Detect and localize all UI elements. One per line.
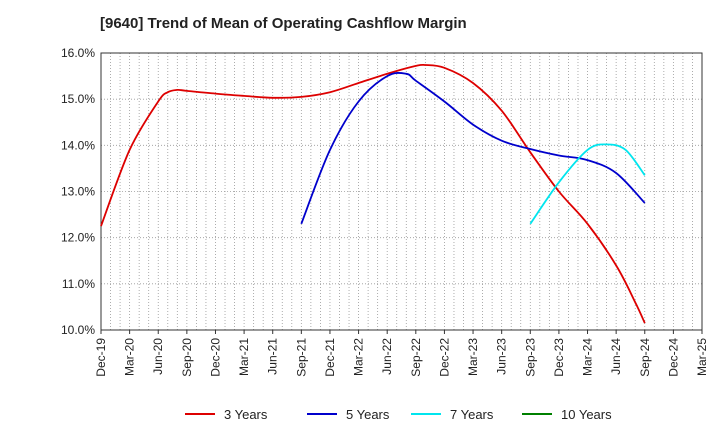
x-tick-label: Jun-22 <box>380 338 394 375</box>
x-tick-label: Jun-23 <box>495 338 509 375</box>
legend-label: 7 Years <box>450 407 494 422</box>
y-tick-label: 11.0% <box>62 277 95 291</box>
x-tick-label: Mar-25 <box>695 338 709 376</box>
x-tick-label: Mar-20 <box>123 338 137 376</box>
x-tick-label: Mar-23 <box>466 338 480 376</box>
legend-label: 3 Years <box>224 407 268 422</box>
y-axis: 10.0% 11.0% 12.0% 13.0% 14.0% 15.0% 16.0% <box>61 46 95 337</box>
x-tick-label: Mar-24 <box>581 338 595 376</box>
grid-lines <box>100 52 703 331</box>
legend: 3 Years 5 Years 7 Years 10 Years <box>185 407 612 422</box>
x-tick-label: Sep-23 <box>523 338 537 377</box>
x-tick-label: Dec-23 <box>552 338 566 377</box>
x-tick-label: Jun-21 <box>266 338 280 375</box>
x-tick-label: Sep-20 <box>180 338 194 377</box>
series-line-5-years <box>300 72 646 225</box>
x-tick-label: Mar-22 <box>352 338 366 376</box>
x-tick-label: Sep-24 <box>638 338 652 377</box>
x-tick-label: Dec-24 <box>666 338 680 377</box>
series-line-7-years <box>529 143 646 225</box>
y-tick-label: 12.0% <box>61 231 95 245</box>
x-tick-label: Dec-21 <box>323 338 337 377</box>
x-tick-label: Dec-19 <box>94 338 108 377</box>
legend-label: 10 Years <box>561 407 612 422</box>
x-tick-label: Sep-21 <box>294 338 308 377</box>
series-lines <box>100 63 646 324</box>
y-tick-label: 14.0% <box>61 138 95 152</box>
x-tick-label: Dec-22 <box>437 338 451 377</box>
series-line-3-years <box>100 63 646 324</box>
x-tick-label: Jun-24 <box>609 338 623 375</box>
legend-label: 5 Years <box>346 407 390 422</box>
y-tick-label: 10.0% <box>61 323 95 337</box>
y-tick-label: 16.0% <box>61 46 95 60</box>
x-tick-label: Jun-20 <box>151 338 165 375</box>
plot-border <box>100 52 703 331</box>
x-tick-label: Mar-21 <box>237 338 251 376</box>
y-tick-label: 15.0% <box>61 92 95 106</box>
plot-area <box>100 52 703 331</box>
x-tick-label: Sep-22 <box>409 338 423 377</box>
x-axis: Dec-19 Mar-20 Jun-20 Sep-20 Dec-20 Mar-21 Jun-… <box>94 330 709 377</box>
chart-title: [9640] Trend of Mean of Operating Cashfl… <box>100 15 467 32</box>
x-tick-label: Dec-20 <box>208 338 222 377</box>
y-tick-label: 13.0% <box>61 185 95 199</box>
